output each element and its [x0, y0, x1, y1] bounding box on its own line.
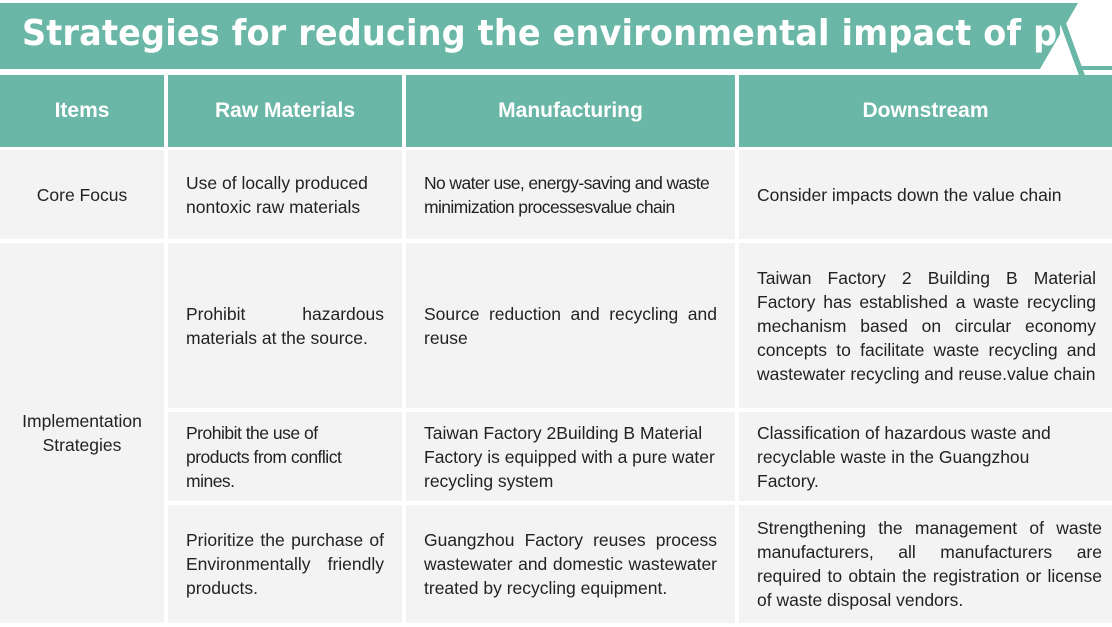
- table-cell: Taiwan Factory 2Building B Material Fact…: [406, 412, 735, 501]
- cell-text: Classification of hazardous waste and re…: [757, 422, 1051, 491]
- table-cell: Prioritize the purchase of Environmental…: [168, 505, 402, 623]
- cell-text: No water use, energy-saving and waste mi…: [424, 172, 710, 217]
- cell-text: Prohibit the use of products from confli…: [186, 422, 342, 491]
- table-cell: Guangzhou Factory reuses process wastewa…: [406, 505, 735, 623]
- title-banner: Strategies for reducing the environmenta…: [0, 3, 1112, 69]
- column-header-downstream: Downstream: [739, 75, 1112, 147]
- decorative-line: [1080, 66, 1112, 70]
- cell-text: Use of locally produced nontoxic raw mat…: [186, 172, 368, 217]
- row-label-core-focus: Core Focus: [0, 150, 164, 239]
- table-cell: Strengthening the management of waste ma…: [739, 505, 1112, 623]
- header-label: Items: [54, 99, 110, 122]
- column-header-manufacturing: Manufacturing: [406, 75, 735, 147]
- cell-text: Core Focus: [36, 184, 128, 205]
- table-cell: Taiwan Factory 2 Building B Material Fac…: [739, 243, 1112, 408]
- header-label: Downstream: [862, 99, 989, 122]
- cell-text: Strengthening the management of waste ma…: [757, 518, 1102, 610]
- table-cell: Use of locally produced nontoxic raw mat…: [168, 150, 402, 239]
- column-header-items: Items: [0, 75, 164, 147]
- table-cell: Consider impacts down the value chain: [739, 150, 1112, 239]
- cell-text: Implementation Strategies: [22, 411, 142, 455]
- table-cell: Source reduction and recycling and reuse: [406, 243, 735, 408]
- cell-text: Consider impacts down the value chain: [757, 184, 1062, 205]
- cell-text: Taiwan Factory 2Building B Material Fact…: [424, 422, 715, 491]
- cell-text: Taiwan Factory 2 Building B Material Fac…: [757, 267, 1096, 384]
- table-cell: No water use, energy-saving and waste mi…: [406, 150, 735, 239]
- cell-text: Prohibit hazardous materials at the sour…: [186, 303, 384, 348]
- cell-text: Guangzhou Factory reuses process wastewa…: [424, 530, 717, 598]
- row-label-implementation-strategies: Implementation Strategies: [0, 243, 164, 623]
- page-title: Strategies for reducing the environmenta…: [22, 13, 1112, 54]
- table-cell: Classification of hazardous waste and re…: [739, 412, 1112, 501]
- table-cell: Prohibit the use of products from confli…: [168, 412, 402, 501]
- table-cell: Prohibit hazardous materials at the sour…: [168, 243, 402, 408]
- cell-text: Prioritize the purchase of Environmental…: [186, 530, 384, 598]
- header-label: Manufacturing: [498, 99, 643, 122]
- cell-text: Source reduction and recycling and reuse: [424, 303, 717, 348]
- header-label: Raw Materials: [214, 99, 356, 122]
- column-header-raw-materials: Raw Materials: [168, 75, 402, 147]
